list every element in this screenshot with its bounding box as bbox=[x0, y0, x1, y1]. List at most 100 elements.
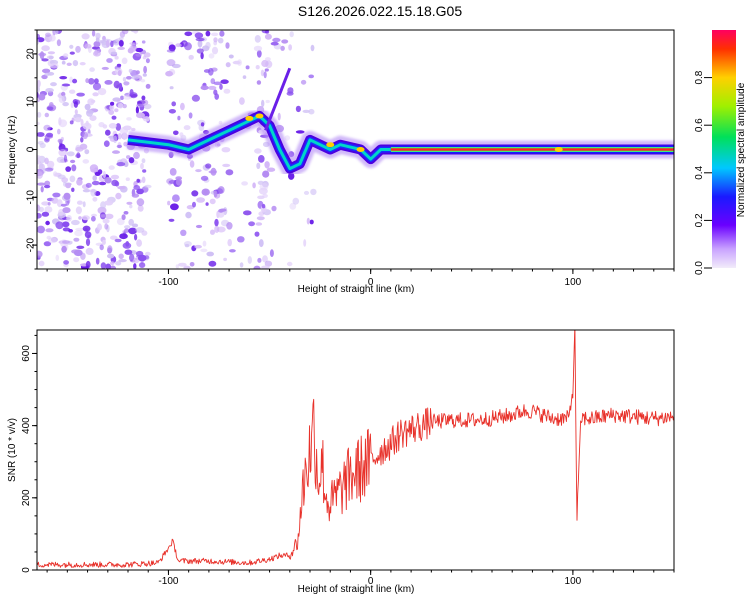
noise-blob bbox=[239, 97, 245, 105]
noise-blob bbox=[135, 227, 145, 233]
noise-blob bbox=[63, 154, 68, 163]
noise-blob bbox=[308, 108, 315, 115]
noise-blob bbox=[255, 65, 260, 70]
noise-blob bbox=[229, 249, 236, 253]
noise-blob bbox=[89, 164, 99, 172]
noise-blob bbox=[91, 180, 100, 186]
noise-blob bbox=[177, 115, 181, 121]
noise-blob bbox=[128, 157, 135, 164]
noise-blob bbox=[200, 52, 204, 60]
noise-blob bbox=[128, 68, 133, 73]
y-tick-label: 20 bbox=[26, 48, 37, 60]
noise-blob bbox=[56, 156, 66, 163]
noise-blob bbox=[261, 59, 269, 68]
noise-blob bbox=[144, 184, 152, 189]
noise-blob bbox=[222, 163, 231, 168]
noise-blob bbox=[243, 210, 252, 216]
noise-blob bbox=[82, 189, 91, 193]
noise-blob bbox=[109, 265, 117, 269]
noise-blob bbox=[117, 46, 125, 51]
noise-blob bbox=[219, 83, 223, 90]
noise-blob bbox=[61, 83, 71, 87]
noise-blob bbox=[74, 230, 83, 237]
noise-blob bbox=[141, 40, 146, 44]
noise-blob bbox=[61, 245, 67, 253]
noise-blob bbox=[76, 178, 83, 186]
noise-blob bbox=[55, 254, 60, 261]
noise-blob bbox=[223, 257, 228, 262]
noise-blob bbox=[61, 91, 66, 97]
noise-blob bbox=[264, 161, 270, 169]
noise-blob bbox=[95, 32, 101, 39]
noise-blob bbox=[58, 95, 65, 104]
noise-blob bbox=[183, 241, 192, 247]
noise-blob bbox=[37, 182, 46, 186]
noise-blob bbox=[259, 182, 269, 191]
noise-blob bbox=[134, 233, 138, 241]
snr-x-label: Height of straight line (km) bbox=[298, 584, 415, 595]
noise-blob bbox=[286, 91, 294, 96]
noise-blob bbox=[75, 227, 84, 232]
noise-blob bbox=[188, 54, 194, 60]
noise-blob bbox=[102, 239, 106, 245]
noise-blob bbox=[62, 221, 70, 228]
noise-blob bbox=[69, 89, 76, 94]
noise-blob bbox=[88, 78, 95, 85]
noise-blob bbox=[254, 35, 261, 43]
noise-blob bbox=[221, 147, 231, 153]
noise-blob bbox=[123, 81, 130, 86]
noise-blob bbox=[37, 121, 40, 126]
noise-blob bbox=[170, 203, 179, 211]
noise-blob bbox=[119, 82, 123, 90]
noise-blob bbox=[284, 135, 291, 141]
noise-blob bbox=[214, 218, 219, 227]
y-tick-label: 600 bbox=[21, 345, 32, 362]
noise-blob bbox=[228, 54, 234, 59]
noise-blob bbox=[213, 190, 218, 198]
noise-blob bbox=[57, 174, 66, 180]
noise-blob bbox=[87, 98, 95, 106]
y-tick-label: 400 bbox=[21, 417, 32, 434]
colorbar: 0.0 0.2 0.4 0.6 0.8 Normalized spectral ampl… bbox=[694, 30, 747, 275]
noise-blob bbox=[116, 144, 123, 149]
noise-blob bbox=[41, 201, 50, 206]
noise-blob bbox=[118, 253, 124, 260]
noise-blob bbox=[136, 198, 145, 207]
noise-blob bbox=[110, 51, 118, 55]
noise-blob bbox=[100, 262, 107, 269]
noise-blob bbox=[48, 237, 57, 244]
noise-blob bbox=[209, 198, 216, 205]
noise-blob bbox=[133, 151, 140, 160]
noise-blob bbox=[69, 44, 74, 49]
noise-blob bbox=[195, 169, 202, 173]
noise-blob bbox=[58, 209, 64, 217]
noise-blob bbox=[255, 222, 263, 226]
noise-blob bbox=[303, 239, 307, 247]
noise-blob bbox=[119, 31, 125, 38]
noise-blob bbox=[123, 211, 129, 215]
noise-blob bbox=[271, 205, 277, 212]
noise-blob bbox=[37, 171, 43, 179]
noise-blob bbox=[85, 182, 92, 188]
noise-blob bbox=[94, 78, 99, 84]
noise-blob bbox=[262, 170, 270, 178]
noise-blob bbox=[102, 170, 106, 179]
noise-blob bbox=[129, 45, 137, 53]
colorbar-tick-label: 0.8 bbox=[694, 70, 705, 84]
noise-blob bbox=[84, 149, 90, 155]
noise-blob bbox=[45, 132, 54, 138]
noise-blob bbox=[208, 170, 218, 174]
noise-blob bbox=[76, 200, 83, 205]
noise-blob bbox=[114, 55, 119, 60]
noise-blob bbox=[102, 124, 108, 129]
noise-blob bbox=[208, 53, 215, 59]
noise-blob bbox=[133, 263, 137, 269]
noise-blob bbox=[295, 105, 301, 113]
noise-blob bbox=[97, 223, 102, 231]
chart-title: S126.2026.022.15.18.G05 bbox=[298, 3, 462, 19]
noise-blob bbox=[37, 157, 41, 164]
noise-blob bbox=[254, 148, 262, 154]
noise-blob bbox=[114, 108, 119, 113]
noise-blob bbox=[143, 65, 148, 74]
noise-blob bbox=[44, 167, 54, 172]
